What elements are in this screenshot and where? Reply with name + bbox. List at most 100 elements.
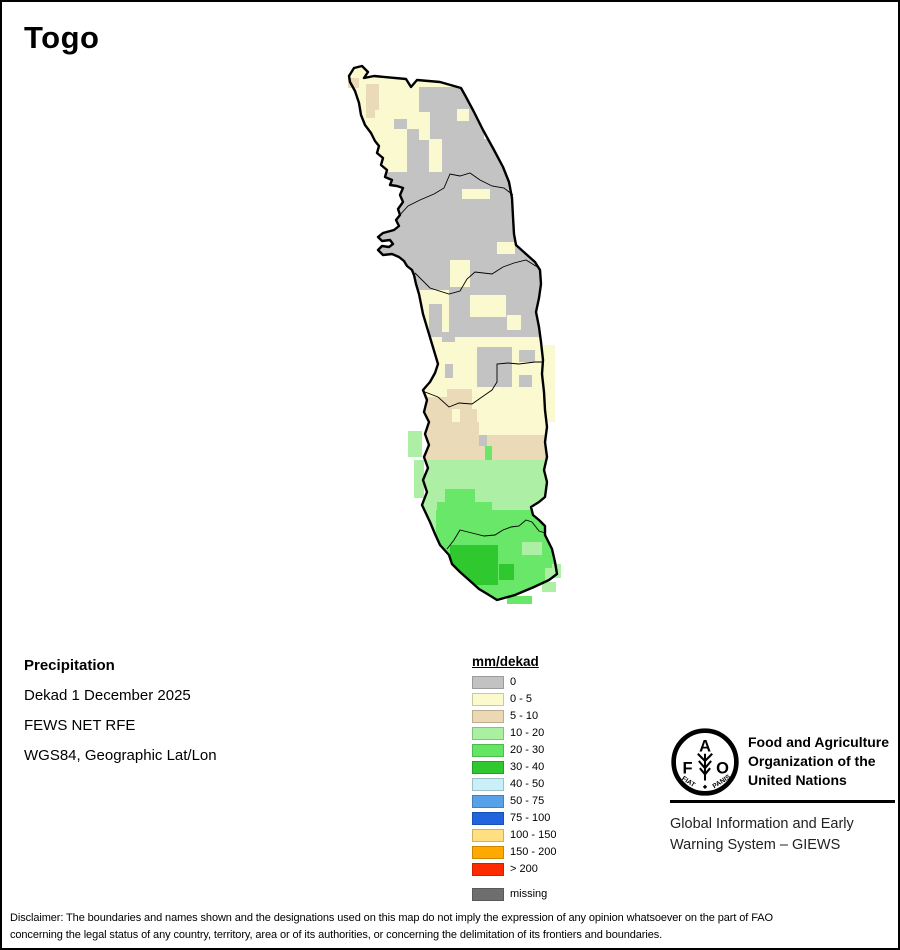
disclaimer-line: concerning the legal status of any count… (10, 929, 663, 941)
legend-label: 10 - 20 (510, 727, 545, 739)
map-cell (437, 502, 492, 512)
fao-logo: A F O FIAT PANIS (671, 728, 739, 796)
togo-map-svg (347, 64, 561, 604)
map-cell (497, 242, 515, 254)
map-cell (366, 110, 375, 118)
fao-letter-f: F (682, 759, 692, 777)
map-cell-outside (414, 460, 424, 498)
legend-swatch (472, 829, 504, 842)
map-cell (485, 446, 492, 460)
map-cell (462, 189, 490, 199)
map-cell (442, 139, 517, 172)
legend-swatch (472, 812, 504, 825)
fao-logo-diamond (702, 784, 708, 790)
map-cell (407, 129, 419, 140)
legend-swatch (472, 693, 504, 706)
legend-swatch (472, 863, 504, 876)
admin-boundary-line (446, 519, 546, 550)
map-cell (450, 545, 498, 585)
legend-label: 150 - 200 (510, 846, 557, 858)
admin-boundary-line (397, 172, 514, 218)
admin-boundary-line (414, 259, 540, 295)
legend-row: 0 (472, 676, 556, 689)
country-outline (347, 64, 559, 602)
map-cell (450, 260, 470, 287)
legend-rows: 0 0 - 5 5 - 10 10 - 20 20 - 30 30 - 40 40 - 50… (472, 676, 556, 876)
legend-label: 0 - 5 (510, 693, 533, 705)
legend-label: > 200 (510, 863, 538, 875)
legend-label: 100 - 150 (510, 829, 557, 841)
legend-label: 75 - 100 (510, 812, 551, 824)
legend-row: 50 - 75 (472, 795, 556, 808)
map-cell (479, 435, 487, 446)
legend-label: 0 (510, 676, 517, 688)
legend-row: 40 - 50 (472, 778, 556, 791)
legend-row: > 200 (472, 863, 556, 876)
disclaimer-line: Disclaimer: The boundaries and names sho… (10, 912, 773, 924)
map-cell (407, 140, 429, 172)
map-cell-outside (348, 78, 359, 88)
fao-divider-rule (670, 800, 895, 803)
legend-swatch (472, 676, 504, 689)
map-cell (429, 304, 442, 337)
legend-row: 30 - 40 (472, 761, 556, 774)
info-heading: Precipitation (24, 657, 115, 674)
admin-boundary-line (424, 361, 543, 408)
legend-row: 75 - 100 (472, 812, 556, 825)
map-cell-outside (543, 345, 555, 422)
map-cell (442, 332, 455, 342)
legend-swatch (472, 846, 504, 859)
fao-org-line: Food and Agriculture (748, 734, 890, 750)
legend-title: mm/dekad (472, 654, 539, 669)
map-cell-outside (542, 582, 556, 592)
map-cell (479, 422, 522, 435)
map-cell (519, 375, 532, 387)
wheat-ear-icon (697, 753, 713, 781)
page-title: Togo (24, 20, 100, 55)
map-cell (457, 109, 469, 121)
precipitation-legend: mm/dekad 0 0 - 5 5 - 10 10 - 20 20 - 30 30 - … (472, 654, 556, 905)
legend-label: 5 - 10 (510, 710, 539, 722)
map-cell (522, 542, 542, 555)
legend-swatch (472, 727, 504, 740)
map-cell (447, 389, 472, 409)
legend-swatch (472, 778, 504, 791)
info-projection: WGS84, Geographic Lat/Lon (24, 747, 217, 764)
map-cell-outside (408, 431, 422, 457)
legend-label: 20 - 30 (510, 744, 545, 756)
map-cell (522, 422, 547, 435)
legend-swatch (472, 795, 504, 808)
legend-row: 10 - 20 (472, 727, 556, 740)
legend-row: 0 - 5 (472, 693, 556, 706)
legend-label: missing (510, 888, 548, 900)
giews-line: Global Information and Early (670, 816, 854, 832)
legend-row: 100 - 150 (472, 829, 556, 842)
fao-letter-o: O (716, 759, 729, 777)
legend-swatch (472, 710, 504, 723)
map-cell (445, 364, 453, 378)
info-dekad: Dekad 1 December 2025 (24, 687, 191, 704)
map-cell (507, 315, 521, 330)
fao-org-name: Food and Agriculture Organization of the… (748, 733, 889, 790)
map-cell (460, 409, 477, 432)
legend-row: 5 - 10 (472, 710, 556, 723)
map-info-block: Precipitation Dekad 1 December 2025 FEWS… (24, 658, 217, 778)
giews-caption: Global Information and Early Warning Sys… (670, 814, 854, 856)
map-cell-outside (507, 596, 532, 604)
map-cell (477, 347, 512, 387)
fao-org-line: United Nations (748, 772, 847, 788)
map-cell (519, 350, 535, 362)
legend-label: 50 - 75 (510, 795, 545, 807)
fao-org-line: Organization of the (748, 753, 876, 769)
map-cell (470, 295, 506, 317)
legend-label: 40 - 50 (510, 778, 545, 790)
legend-row-missing: missing (472, 888, 556, 901)
map-cell (394, 119, 407, 129)
legend-row: 20 - 30 (472, 744, 556, 757)
legend-swatch (472, 761, 504, 774)
legend-label: 30 - 40 (510, 761, 545, 773)
fao-letter-a: A (699, 738, 711, 756)
legend-row: 150 - 200 (472, 846, 556, 859)
info-source: FEWS NET RFE (24, 717, 136, 734)
